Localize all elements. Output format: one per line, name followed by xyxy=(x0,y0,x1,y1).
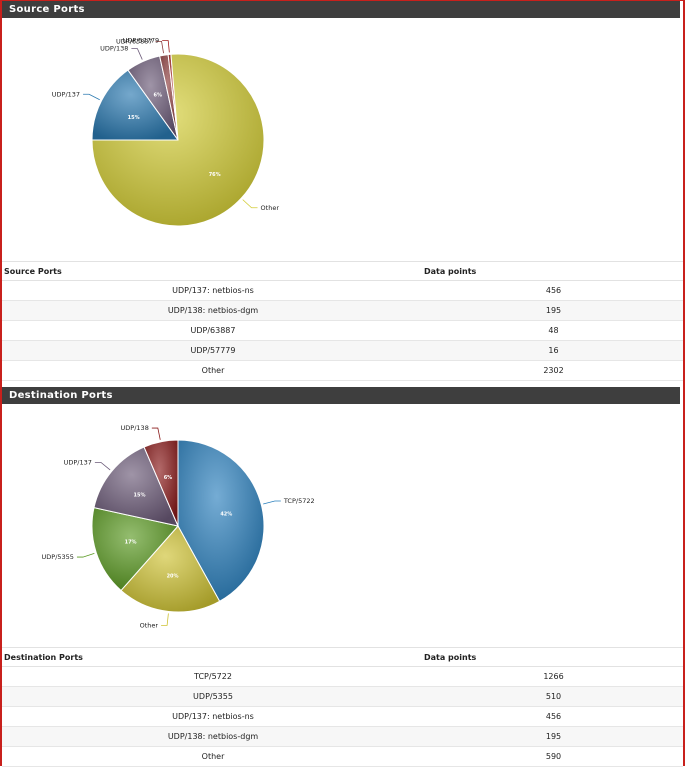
table-row: UDP/138: netbios-dgm 195 xyxy=(2,726,683,747)
pie-callout-line xyxy=(242,199,258,209)
pie-callout-line xyxy=(155,40,164,54)
row-port-label: Other xyxy=(2,746,424,767)
table-row: TCP/5722 1266 xyxy=(2,666,683,687)
row-data-points: 456 xyxy=(424,280,683,301)
pie-slice-other xyxy=(120,525,221,613)
row-port-label: Other xyxy=(2,360,424,381)
destination-ports-table: Destination Ports Data points TCP/5722 1… xyxy=(2,647,683,767)
pie-slice-udp-138 xyxy=(143,439,179,527)
row-data-points: 590 xyxy=(424,746,683,767)
row-data-points: 456 xyxy=(424,706,683,727)
source-ports-chart-area: 15% UDP/137 6% UDP/138 UDP/63887 UDP/57779 76%… xyxy=(2,18,683,261)
destination-ports-header: Destination Ports xyxy=(2,387,680,404)
table-row: Other 590 xyxy=(2,746,683,767)
pie-slice-label: TCP/5722 xyxy=(283,497,315,505)
pie-slice-label: UDP/57779 xyxy=(123,36,160,44)
pie-slice-label: UDP/138 xyxy=(100,45,128,53)
pie-slice-percent-label: 76% xyxy=(209,172,221,178)
table-header-row: Source Ports Data points xyxy=(2,261,683,281)
pie-slice-percent-label: 17% xyxy=(125,540,137,546)
table-row: UDP/5355 510 xyxy=(2,686,683,707)
source-ports-header: Source Ports xyxy=(2,1,680,18)
row-port-label: UDP/137: netbios-ns xyxy=(2,280,424,301)
row-data-points: 510 xyxy=(424,686,683,707)
pie-slice-label: UDP/5355 xyxy=(42,553,74,561)
table-row: UDP/137: netbios-ns 456 xyxy=(2,706,683,727)
row-port-label: UDP/5355 xyxy=(2,686,424,707)
table-header-row: Destination Ports Data points xyxy=(2,647,683,667)
destination-ports-panel: Destination Ports 42% TCP/5722 20% Other 17%… xyxy=(2,387,683,767)
destination-ports-pie-chart: 42% TCP/5722 20% Other 17% UDP/5355 15% UDP/137… xyxy=(42,424,315,629)
table-row: UDP/63887 48 xyxy=(2,320,683,341)
pie-callout-line xyxy=(161,613,169,626)
row-port-label: TCP/5722 xyxy=(2,666,424,687)
pie-slice-percent-label: 15% xyxy=(134,492,146,498)
pie-slice-label: Other xyxy=(261,204,280,212)
pie-slice-udp-137 xyxy=(91,69,179,141)
pie-callout-line xyxy=(131,48,143,60)
row-port-label: UDP/63887 xyxy=(2,320,424,341)
row-data-points: 195 xyxy=(424,726,683,747)
row-data-points: 16 xyxy=(424,340,683,361)
column-header-port: Destination Ports xyxy=(2,647,424,667)
source-ports-panel: Source Ports 15% UDP/137 6% UDP/138 UDP/6388… xyxy=(2,1,683,381)
pie-slice-udp-5355 xyxy=(91,507,179,592)
row-port-label: UDP/138: netbios-dgm xyxy=(2,300,424,321)
pie-slice-label: UDP/137 xyxy=(52,90,80,98)
pie-callout-line xyxy=(162,40,170,53)
source-ports-table: Source Ports Data points UDP/137: netbio… xyxy=(2,261,683,381)
pie-callout-line xyxy=(151,427,161,440)
pie-slice-tcp-5722 xyxy=(177,439,265,602)
destination-ports-chart-area: 42% TCP/5722 20% Other 17% UDP/5355 15% UDP/137… xyxy=(2,404,683,647)
pie-callout-line xyxy=(94,461,111,471)
pie-slice-label: UDP/63887 xyxy=(116,37,153,45)
column-header-data-points: Data points xyxy=(424,261,683,281)
row-data-points: 1266 xyxy=(424,666,683,687)
column-header-port: Source Ports xyxy=(2,261,424,281)
pie-slice-label: Other xyxy=(140,621,159,629)
table-row: UDP/57779 16 xyxy=(2,340,683,361)
table-row: UDP/138: netbios-dgm 195 xyxy=(2,300,683,321)
pie-slice-percent-label: 6% xyxy=(164,475,173,481)
pie-slice-percent-label: 6% xyxy=(153,92,162,98)
pie-slice-label: UDP/137 xyxy=(64,458,92,466)
row-data-points: 2302 xyxy=(424,360,683,381)
pie-slice-udp-137 xyxy=(93,446,179,527)
table-row: Other 2302 xyxy=(2,360,683,381)
pie-slice-percent-label: 42% xyxy=(220,512,232,518)
row-data-points: 195 xyxy=(424,300,683,321)
row-data-points: 48 xyxy=(424,320,683,341)
row-port-label: UDP/137: netbios-ns xyxy=(2,706,424,727)
pie-slice-other xyxy=(91,53,265,227)
row-port-label: UDP/57779 xyxy=(2,340,424,361)
pie-callout-line xyxy=(83,93,100,101)
column-header-data-points: Data points xyxy=(424,647,683,667)
pie-callout-line xyxy=(263,500,281,505)
pie-slice-percent-label: 20% xyxy=(167,574,179,580)
pie-slice-percent-label: 15% xyxy=(128,115,140,121)
table-row: UDP/137: netbios-ns 456 xyxy=(2,280,683,301)
pie-slice-label: UDP/138 xyxy=(121,424,149,432)
pie-callout-line xyxy=(76,552,95,558)
row-port-label: UDP/138: netbios-dgm xyxy=(2,726,424,747)
